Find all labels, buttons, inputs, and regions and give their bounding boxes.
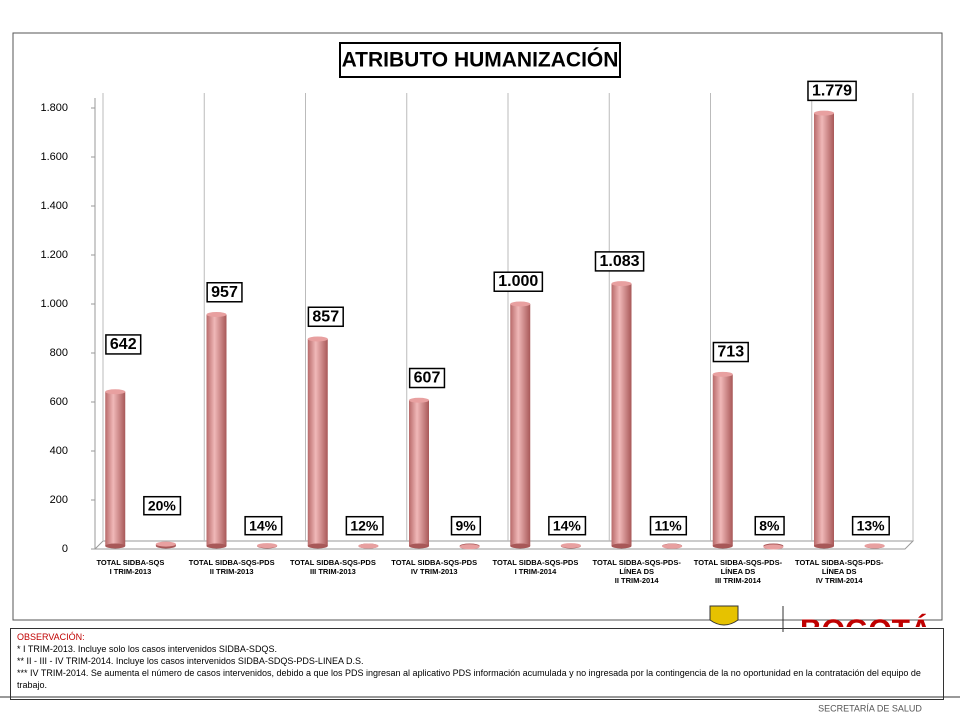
bar-base <box>814 543 834 549</box>
bar-top <box>510 301 531 307</box>
title-box <box>339 42 621 78</box>
data-label: 1.000 <box>498 273 538 290</box>
bar <box>611 283 632 546</box>
observation-line: ** II - III - IV TRIM-2014. Incluye los … <box>17 656 364 666</box>
bar-top <box>105 389 126 395</box>
bar-base <box>105 543 126 549</box>
bar-top <box>814 110 834 116</box>
x-tick-label: TOTAL SIDBA-SQS-PDS-LÍNEA DS II TRIM-2014 <box>593 558 682 585</box>
x-tick-label: TOTAL SIDBA-SQS-PDS III TRIM-2013 <box>290 558 376 576</box>
bar-top <box>358 543 379 549</box>
bar <box>307 339 328 546</box>
data-label: 957 <box>211 284 238 301</box>
x-tick-label: TOTAL SIDBA-SQS-PDS-LÍNEA DS III TRIM-201… <box>694 558 783 585</box>
data-label: 11% <box>655 518 683 534</box>
x-tick-label: TOTAL SIDBA-SQS-PDS II TRIM-2013 <box>189 558 275 576</box>
data-label-box <box>712 341 749 363</box>
data-label: 9% <box>456 518 477 534</box>
x-tick-label: TOTAL SIDBA-SQS-PDS-LÍNEA DS IV TRIM-2014 <box>795 558 884 585</box>
data-label-box <box>754 515 785 536</box>
y-tick-label: 200 <box>50 494 68 506</box>
data-label: 12% <box>350 518 379 534</box>
bar-top <box>560 543 581 549</box>
data-label-box <box>649 515 688 536</box>
bar-top <box>864 543 885 549</box>
y-tick-label: 1.600 <box>40 151 68 163</box>
bar-top <box>206 312 227 318</box>
data-label: 20% <box>148 498 177 514</box>
bar-top <box>611 281 632 287</box>
bar-top <box>155 541 176 547</box>
data-label-box <box>851 515 890 536</box>
bar-base <box>206 543 227 549</box>
bar-base <box>510 543 531 549</box>
y-tick-label: 600 <box>50 396 68 408</box>
data-label: 14% <box>249 518 278 534</box>
y-tick-label: 0 <box>62 543 68 555</box>
bar-top <box>662 543 683 549</box>
data-label-box <box>307 306 344 328</box>
data-label-box <box>807 80 857 102</box>
bar-top <box>459 544 480 550</box>
observation-line: * I TRIM-2013. Incluye solo los casos in… <box>17 644 277 654</box>
y-tick-label: 1.800 <box>40 102 68 114</box>
bar-base <box>307 543 328 549</box>
bar-top <box>712 371 733 377</box>
bar <box>814 113 834 547</box>
bar <box>510 304 531 546</box>
data-label-box <box>548 515 587 536</box>
y-tick-label: 400 <box>50 445 68 457</box>
data-label: 8% <box>759 518 780 534</box>
y-tick-label: 1.000 <box>40 298 68 310</box>
data-label-box <box>408 367 446 389</box>
x-tick-label: TOTAL SIDBA-SQS I TRIM-2013 <box>96 558 164 576</box>
data-label-box <box>105 334 142 355</box>
data-label-box <box>450 515 482 536</box>
data-label: 1.779 <box>812 82 852 99</box>
y-tick-label: 1.400 <box>40 200 68 212</box>
data-label-box <box>493 271 544 292</box>
data-label: 14% <box>553 518 582 534</box>
data-label-box <box>594 251 645 272</box>
bar-base <box>409 543 429 549</box>
bar-top <box>307 336 328 342</box>
bar-top <box>409 397 429 403</box>
bar-base <box>712 543 733 549</box>
data-label-box <box>244 515 283 536</box>
bar <box>409 400 429 546</box>
observation-heading: OBSERVACIÓN: <box>17 632 85 642</box>
data-label: 607 <box>414 370 441 387</box>
y-tick-label: 800 <box>50 347 68 359</box>
data-label: 642 <box>110 336 137 353</box>
data-label: 857 <box>312 308 339 325</box>
bar-top <box>763 544 784 550</box>
data-label-box <box>206 282 243 303</box>
data-label-box <box>345 515 384 536</box>
chart-title: ATRIBUTO HUMANIZACIÓN <box>342 48 619 72</box>
y-tick-label: 1.200 <box>40 249 68 261</box>
bar <box>206 314 227 546</box>
data-label-box <box>143 495 182 516</box>
bar <box>105 391 126 546</box>
logo-text: BOGOTÁ <box>800 613 932 647</box>
bar-base <box>611 543 632 549</box>
data-label: 13% <box>857 518 886 534</box>
observation-line: *** IV TRIM-2014. Se aumenta el número d… <box>17 668 921 690</box>
footer-org: SECRETARÍA DE SALUD <box>818 703 922 713</box>
observation-box: OBSERVACIÓN: * I TRIM-2013. Incluye solo… <box>10 628 944 700</box>
bar-top <box>257 543 278 549</box>
data-label: 1.083 <box>599 253 639 270</box>
x-tick-label: TOTAL SIDBA-SQS-PDS I TRIM-2014 <box>493 558 579 576</box>
bar <box>712 374 733 546</box>
logo-shield <box>709 605 739 626</box>
data-label: 713 <box>717 344 744 361</box>
x-tick-label: TOTAL SIDBA-SQS-PDS IV TRIM-2013 <box>391 558 477 576</box>
